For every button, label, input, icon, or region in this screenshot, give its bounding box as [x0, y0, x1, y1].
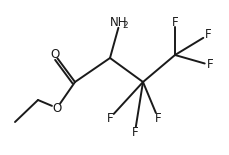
Text: O: O: [52, 102, 61, 115]
Text: F: F: [131, 126, 138, 139]
Text: F: F: [171, 16, 177, 29]
Text: 2: 2: [122, 21, 128, 30]
Text: F: F: [154, 111, 161, 124]
Text: F: F: [206, 58, 212, 71]
Text: O: O: [50, 49, 59, 62]
Text: F: F: [204, 29, 210, 42]
Text: F: F: [106, 111, 113, 124]
Text: NH: NH: [110, 16, 127, 29]
